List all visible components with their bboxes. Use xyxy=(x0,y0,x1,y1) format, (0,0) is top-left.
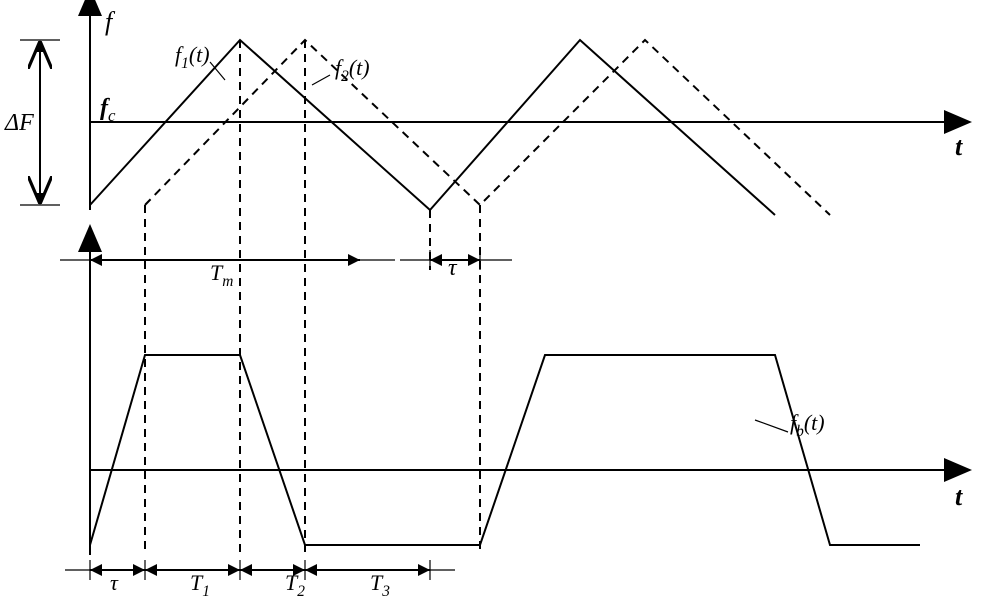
f2-label: f2(t) xyxy=(335,55,370,85)
f2-trace xyxy=(145,40,830,215)
T3-label: T3 xyxy=(370,570,390,600)
callouts xyxy=(210,62,788,432)
fmcw-waveform-diagram: f fc f1(t) f2(t) t t fb(t) ΔF Tm τ τ T1 T2 T3 xyxy=(0,0,1000,610)
T2-label: T2 xyxy=(285,570,305,600)
bottom-dimensions xyxy=(65,560,455,580)
f-label: f xyxy=(105,7,116,36)
fb-label: fb(t) xyxy=(790,410,825,440)
f1-label: f1(t) xyxy=(175,42,210,72)
tau_bot-label: τ xyxy=(110,570,119,595)
T1-label: T1 xyxy=(190,570,210,600)
top-plot xyxy=(90,12,948,215)
fc-label: fc xyxy=(100,95,116,125)
bottom-plot xyxy=(90,248,948,555)
tau_top-label: τ xyxy=(448,255,458,281)
vertical-guides xyxy=(145,40,480,555)
deltaF-arrows xyxy=(34,40,46,205)
deltaF-label: ΔF xyxy=(4,110,34,136)
t_bot-label: t xyxy=(955,482,963,511)
t_top-label: t xyxy=(955,132,963,161)
fb-trace xyxy=(90,355,920,545)
Tm-label: Tm xyxy=(210,260,233,290)
Tm-dimension xyxy=(60,250,395,270)
